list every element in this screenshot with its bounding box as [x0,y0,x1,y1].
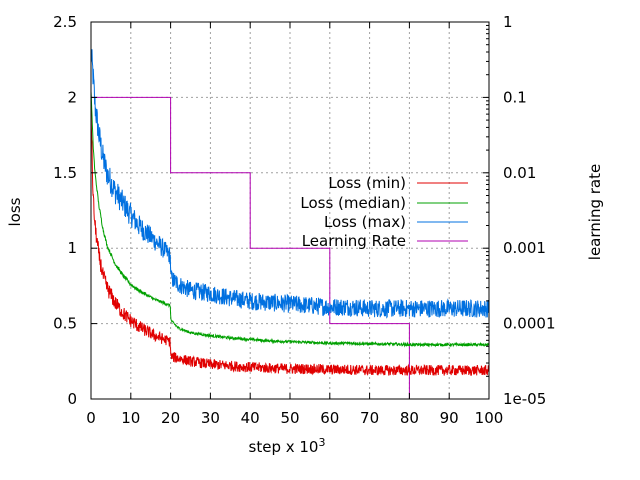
series-line [91,96,410,399]
x-tick-label: 60 [320,409,339,427]
y-tick-label: 0 [67,390,77,408]
series-layer [90,47,490,399]
x-axis-title-superscript: 3 [318,436,325,449]
y-tick-label: 1.5 [53,164,77,182]
x-tick-label: 30 [201,409,220,427]
x-tick-label: 40 [241,409,260,427]
x-tick-label: 70 [360,409,379,427]
legend-entry-label: Loss (min) [328,174,406,192]
x-tick-label: 0 [86,409,96,427]
y2-tick-label: 0.001 [503,239,546,257]
series-line [90,104,490,376]
x-tick-label: 50 [280,409,299,427]
y2-tick-label: 1 [503,13,513,31]
tick-labels: 0 10 20 30 40 50 60 70 80 90 100 0 0.5 1 1.5 2 2.5 1e-05 0… [53,13,555,427]
legend-entry-label: Loss (max) [324,213,406,231]
series-line [90,91,490,348]
y2-axis-title: learning rate [586,164,604,260]
grid [91,22,489,399]
y-tick-label: 2 [67,88,77,106]
legend-entry-label: Loss (median) [300,194,406,212]
x-tick-label: 100 [475,409,504,427]
series-line [90,47,490,319]
y-tick-label: 0.5 [53,315,77,333]
ticks [90,21,490,400]
y2-tick-label: 1e-05 [503,390,546,408]
y2-tick-label: 0.0001 [503,315,556,333]
x-axis-title: step x 103 [249,436,326,456]
legend: Loss (min) Loss (median)Loss (max)Learnin… [300,174,468,250]
legend-entry-label: Learning Rate [302,232,406,250]
x-tick-label: 10 [121,409,140,427]
y-tick-label: 1 [67,239,77,257]
y2-tick-label: 0.1 [503,88,527,106]
x-tick-label: 20 [161,409,180,427]
x-tick-label: 80 [400,409,419,427]
x-tick-label: 90 [440,409,459,427]
y-axis-title: loss [6,197,24,226]
y2-tick-label: 0.01 [503,164,536,182]
y-tick-label: 2.5 [53,13,77,31]
